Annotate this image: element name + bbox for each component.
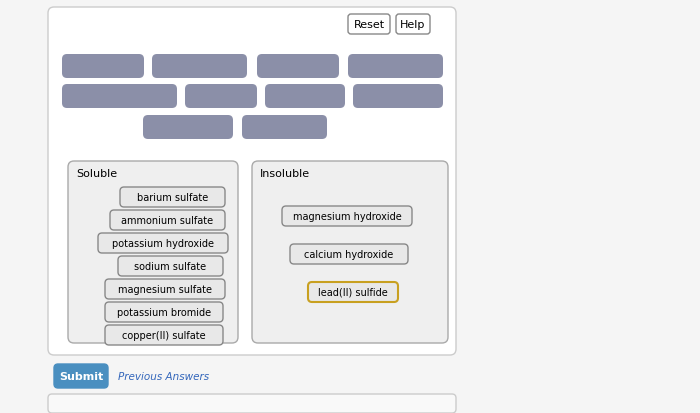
- Text: Submit: Submit: [59, 371, 103, 381]
- FancyBboxPatch shape: [396, 15, 430, 35]
- FancyBboxPatch shape: [120, 188, 225, 207]
- FancyBboxPatch shape: [54, 364, 108, 388]
- FancyBboxPatch shape: [68, 161, 238, 343]
- FancyBboxPatch shape: [308, 282, 398, 302]
- FancyBboxPatch shape: [105, 279, 225, 299]
- FancyBboxPatch shape: [257, 55, 339, 79]
- Text: Previous Answers: Previous Answers: [118, 371, 209, 381]
- Text: lead(II) sulfide: lead(II) sulfide: [318, 287, 388, 297]
- Text: Soluble: Soluble: [76, 169, 117, 178]
- FancyBboxPatch shape: [48, 8, 456, 355]
- FancyBboxPatch shape: [282, 206, 412, 226]
- FancyBboxPatch shape: [185, 85, 257, 109]
- FancyBboxPatch shape: [252, 161, 448, 343]
- FancyBboxPatch shape: [242, 116, 327, 140]
- FancyBboxPatch shape: [290, 244, 408, 264]
- Text: potassium hydroxide: potassium hydroxide: [112, 238, 214, 248]
- Text: barium sulfate: barium sulfate: [137, 192, 208, 202]
- FancyBboxPatch shape: [48, 394, 456, 413]
- FancyBboxPatch shape: [118, 256, 223, 276]
- Text: ammonium sulfate: ammonium sulfate: [121, 216, 214, 225]
- Text: Insoluble: Insoluble: [260, 169, 310, 178]
- Text: copper(II) sulfate: copper(II) sulfate: [122, 330, 206, 340]
- FancyBboxPatch shape: [143, 116, 233, 140]
- FancyBboxPatch shape: [348, 15, 390, 35]
- Text: Reset: Reset: [354, 20, 384, 30]
- FancyBboxPatch shape: [105, 325, 223, 345]
- Text: sodium sulfate: sodium sulfate: [134, 261, 206, 271]
- Text: magnesium sulfate: magnesium sulfate: [118, 284, 212, 294]
- FancyBboxPatch shape: [265, 85, 345, 109]
- FancyBboxPatch shape: [353, 85, 443, 109]
- FancyBboxPatch shape: [98, 233, 228, 254]
- FancyBboxPatch shape: [348, 55, 443, 79]
- FancyBboxPatch shape: [105, 302, 223, 322]
- Text: Help: Help: [400, 20, 426, 30]
- Text: potassium bromide: potassium bromide: [117, 307, 211, 317]
- FancyBboxPatch shape: [152, 55, 247, 79]
- Text: magnesium hydroxide: magnesium hydroxide: [293, 211, 401, 221]
- FancyBboxPatch shape: [110, 211, 225, 230]
- FancyBboxPatch shape: [62, 85, 177, 109]
- FancyBboxPatch shape: [62, 55, 144, 79]
- Text: calcium hydroxide: calcium hydroxide: [304, 249, 393, 259]
